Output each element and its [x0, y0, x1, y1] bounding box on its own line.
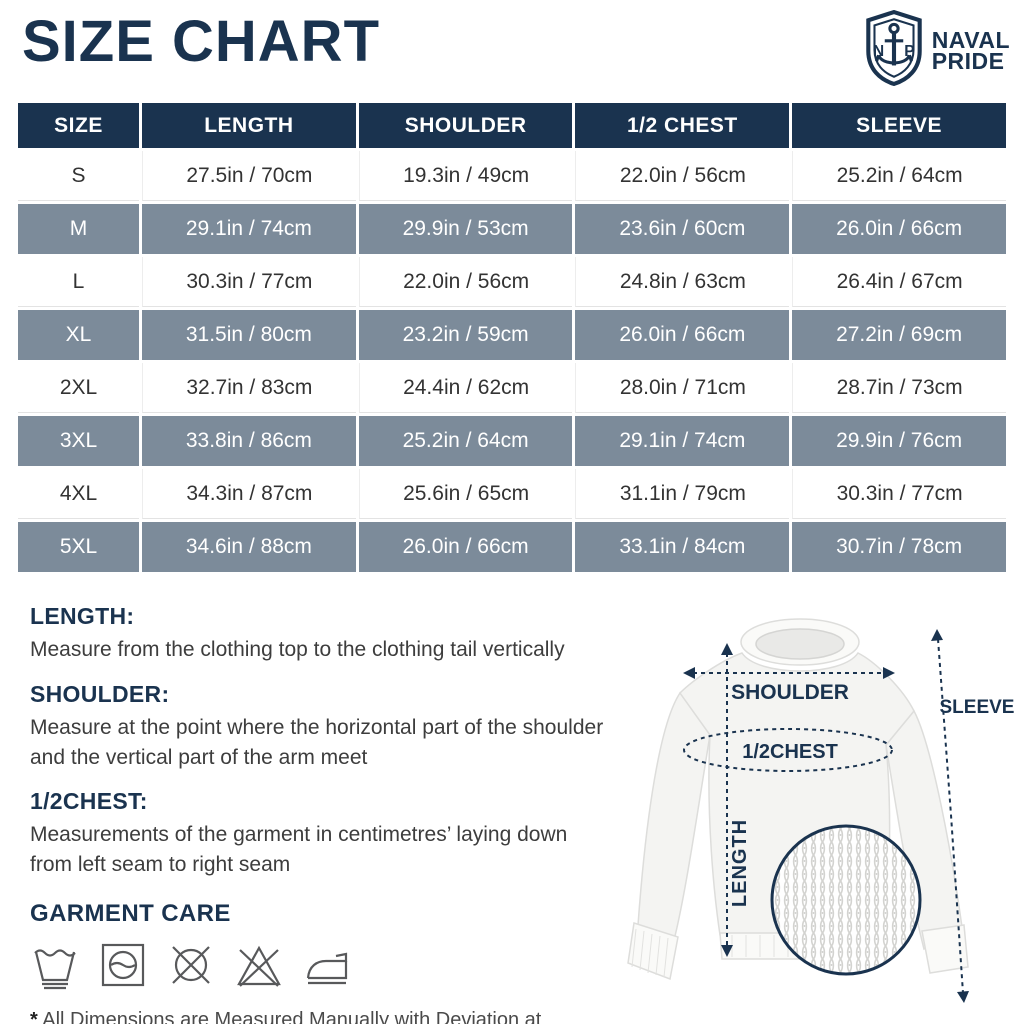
wash-gentle-icon — [30, 940, 80, 990]
col-header-size: SIZE — [18, 103, 140, 148]
table-row: 4XL 34.3in / 87cm 25.6in / 65cm 31.1in /… — [18, 469, 1006, 519]
shoulder-cell: 29.9in / 53cm — [358, 204, 573, 254]
sleeve-cell: 27.2in / 69cm — [792, 310, 1006, 360]
size-cell: 2XL — [18, 363, 140, 413]
chest-cell: 26.0in / 66cm — [575, 310, 790, 360]
size-chart-table: SIZE LENGTH SHOULDER 1/2 CHEST SLEEVE S … — [15, 100, 1009, 575]
svg-text:P: P — [904, 43, 914, 60]
shoulder-cell: 24.4in / 62cm — [358, 363, 573, 413]
shoulder-term: SHOULDER: — [30, 680, 170, 707]
table-row: XL 31.5in / 80cm 23.2in / 59cm 26.0in / … — [18, 310, 1006, 360]
naval-pride-shield-anchor-icon: N P — [863, 9, 925, 91]
sleeve-cell: 28.7in / 73cm — [792, 363, 1006, 413]
length-cell: 31.5in / 80cm — [142, 310, 356, 360]
col-header-sleeve: SLEEVE — [792, 103, 1006, 148]
svg-text:N: N — [873, 43, 884, 60]
arrow-up-icon — [931, 629, 943, 641]
sleeve-label: SLEEVE — [940, 697, 1015, 718]
table-row: M 29.1in / 74cm 29.9in / 53cm 23.6in / 6… — [18, 204, 1006, 254]
chest-cell: 22.0in / 56cm — [575, 151, 790, 201]
chest-term: 1/2CHEST: — [30, 788, 148, 815]
length-cell: 30.3in / 77cm — [142, 257, 356, 307]
shoulder-cell: 26.0in / 66cm — [358, 522, 573, 572]
size-cell: 5XL — [18, 522, 140, 572]
page-title: SIZE CHART — [22, 9, 380, 74]
chest-cell: 23.6in / 60cm — [575, 204, 790, 254]
length-description: Measure from the clothing top to the clo… — [30, 638, 565, 661]
arrow-up-icon — [721, 643, 733, 655]
do-not-bleach-icon — [234, 940, 284, 990]
size-cell: 3XL — [18, 416, 140, 466]
arrow-down-icon — [721, 945, 733, 957]
brand-name: NAVAL PRIDE — [931, 26, 1010, 74]
sleeve-cell: 26.0in / 66cm — [792, 204, 1006, 254]
size-cell: S — [18, 151, 140, 201]
shoulder-description: Measure at the point where the horizonta… — [30, 715, 604, 769]
garment-care-icons — [30, 940, 690, 990]
table-row: L 30.3in / 77cm 22.0in / 56cm 24.8in / 6… — [18, 257, 1006, 307]
measure-definitions: LENGTH: Measure from the clothing top to… — [30, 603, 690, 1024]
length-cell: 33.8in / 86cm — [142, 416, 356, 466]
shoulder-label: SHOULDER — [731, 681, 849, 704]
shoulder-cell: 25.2in / 64cm — [358, 416, 573, 466]
chest-cell: 24.8in / 63cm — [575, 257, 790, 307]
shoulder-cell: 19.3in / 49cm — [358, 151, 573, 201]
size-cell: 4XL — [18, 469, 140, 519]
chest-cell: 28.0in / 71cm — [575, 363, 790, 413]
table-row: 3XL 33.8in / 86cm 25.2in / 64cm 29.1in /… — [18, 416, 1006, 466]
length-cell: 34.6in / 88cm — [142, 522, 356, 572]
garment-care-title: GARMENT CARE — [30, 900, 231, 928]
half-chest-ellipse — [683, 728, 893, 772]
brand-name-line2: PRIDE — [931, 47, 1005, 74]
arrow-left-icon — [683, 667, 695, 679]
half-chest-label: 1/2CHEST — [742, 741, 838, 763]
footnote-asterisk: * — [30, 1009, 38, 1024]
sleeve-arrow — [937, 638, 964, 994]
footnote: * All Dimensions are Measured Manually w… — [30, 1006, 575, 1024]
table-row: 2XL 32.7in / 83cm 24.4in / 62cm 28.0in /… — [18, 363, 1006, 413]
size-cell: XL — [18, 310, 140, 360]
shoulder-cell: 25.6in / 65cm — [358, 469, 573, 519]
footnote-text: All Dimensions are Measured Manually wit… — [42, 1009, 542, 1024]
iron-icon — [302, 940, 352, 990]
sleeve-cell: 30.3in / 77cm — [792, 469, 1006, 519]
chest-cell: 29.1in / 74cm — [575, 416, 790, 466]
sweatshirt-measurement-diagram: SHOULDER 1/2CHEST LENGTH SLEEVE — [620, 595, 1024, 1024]
table-header-row: SIZE LENGTH SHOULDER 1/2 CHEST SLEEVE — [18, 103, 1006, 148]
brand-logo: N P NAVAL PRIDE — [863, 9, 1010, 91]
size-cell: L — [18, 257, 140, 307]
tumble-dry-delicate-icon — [98, 940, 148, 990]
fabric-detail-circle — [770, 824, 922, 976]
sleeve-cell: 30.7in / 78cm — [792, 522, 1006, 572]
size-cell: M — [18, 204, 140, 254]
length-term: LENGTH: — [30, 603, 135, 629]
chest-description: Measurements of the garment in centimetr… — [30, 823, 568, 877]
length-cell: 32.7in / 83cm — [142, 363, 356, 413]
table-row: 5XL 34.6in / 88cm 26.0in / 66cm 33.1in /… — [18, 522, 1006, 572]
col-header-length: LENGTH — [142, 103, 356, 148]
chest-cell: 31.1in / 79cm — [575, 469, 790, 519]
col-header-chest: 1/2 CHEST — [575, 103, 790, 148]
brand-name-line1: NAVAL — [931, 26, 1010, 53]
sleeve-cell: 25.2in / 64cm — [792, 151, 1006, 201]
chest-cell: 33.1in / 84cm — [575, 522, 790, 572]
length-cell: 29.1in / 74cm — [142, 204, 356, 254]
arrow-right-icon — [883, 667, 895, 679]
do-not-dry-clean-icon — [166, 940, 216, 990]
col-header-shoulder: SHOULDER — [358, 103, 573, 148]
shoulder-cell: 22.0in / 56cm — [358, 257, 573, 307]
arrow-down-icon — [957, 991, 969, 1003]
length-label: LENGTH — [729, 819, 751, 907]
sleeve-cell: 26.4in / 67cm — [792, 257, 1006, 307]
sleeve-cell: 29.9in / 76cm — [792, 416, 1006, 466]
length-cell: 34.3in / 87cm — [142, 469, 356, 519]
table-row: S 27.5in / 70cm 19.3in / 49cm 22.0in / 5… — [18, 151, 1006, 201]
length-cell: 27.5in / 70cm — [142, 151, 356, 201]
shoulder-cell: 23.2in / 59cm — [358, 310, 573, 360]
measurement-arrows — [683, 629, 969, 1003]
